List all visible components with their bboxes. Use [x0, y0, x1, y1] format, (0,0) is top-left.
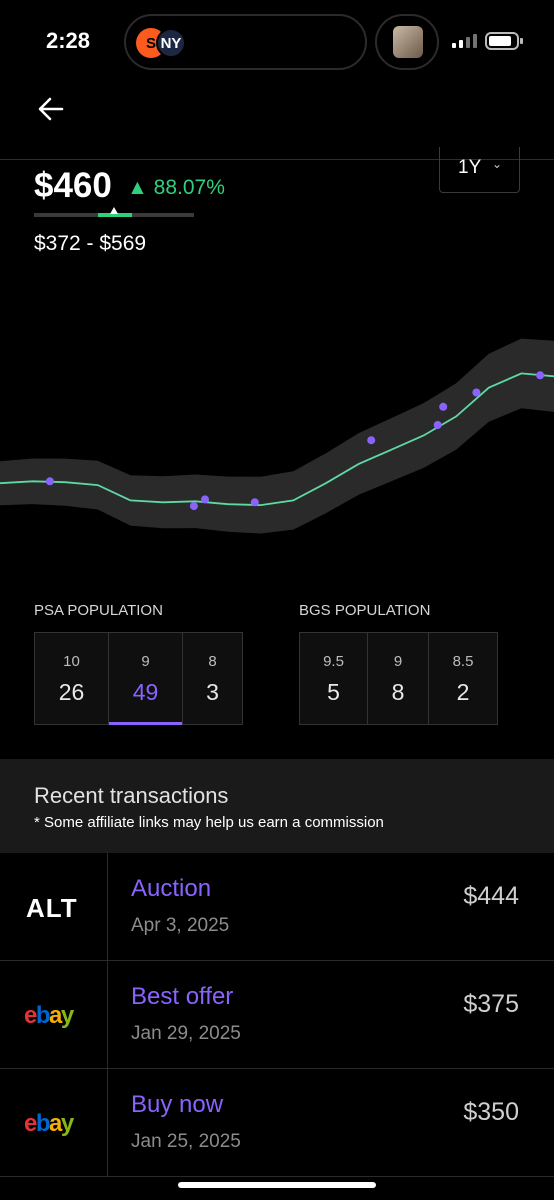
sale-point[interactable]: [367, 436, 376, 445]
price-range-bar: [34, 213, 194, 217]
yankees-logo-icon: NY: [156, 28, 186, 58]
psa-population-grid: 10 26 9 49 8 3: [34, 632, 243, 725]
price-chart[interactable]: [0, 280, 554, 580]
sale-point[interactable]: [472, 388, 481, 397]
current-price: $460: [34, 166, 112, 205]
sale-point[interactable]: [433, 421, 442, 429]
confidence-band: [0, 338, 554, 534]
source-logo-cell: ebay: [0, 961, 108, 1069]
transaction-price: $444: [463, 882, 519, 910]
affiliate-note: * Some affiliate links may help us earn …: [34, 814, 384, 831]
transaction-price: $350: [463, 1098, 519, 1126]
transaction-price: $375: [463, 990, 519, 1018]
grade-label: 9: [393, 653, 403, 670]
transaction-date: Jan 29, 2025: [131, 1023, 241, 1044]
grade-count: 8: [391, 679, 405, 705]
ebay-logo: ebay: [24, 1002, 74, 1029]
transaction-type[interactable]: Buy now: [131, 1091, 224, 1118]
psa-cell-9[interactable]: 9 49: [109, 633, 183, 725]
grade-count: 49: [132, 679, 159, 705]
home-indicator: [178, 1182, 376, 1188]
chevron-down-icon: ⌄: [492, 157, 503, 171]
grade-count: 3: [206, 679, 219, 705]
bgs-cell-8-5[interactable]: 8.5 2: [429, 633, 497, 724]
psa-population-title: PSA POPULATION: [34, 602, 163, 619]
up-arrow-icon: ▲: [127, 176, 148, 199]
grade-label: 10: [63, 653, 80, 670]
grade-label: 8: [208, 653, 217, 670]
ebay-logo: ebay: [24, 1110, 74, 1137]
transaction-row[interactable]: ALT Auction Apr 3, 2025 $444: [0, 853, 554, 961]
signal-icon: [452, 34, 478, 48]
status-time: 2:28: [46, 28, 91, 53]
grade-label: 9: [141, 653, 150, 670]
transaction-row[interactable]: ebay Best offer Jan 29, 2025 $375: [0, 961, 554, 1069]
source-logo-cell: ebay: [0, 1069, 108, 1177]
bgs-population-grid: 9.5 5 9 8 8.5 2: [299, 632, 498, 725]
price-range: $372 - $569: [34, 232, 147, 255]
alt-logo: ALT: [26, 893, 78, 923]
transactions-header: Recent transactions * Some affiliate lin…: [0, 759, 554, 853]
sale-point[interactable]: [536, 371, 545, 380]
psa-cell-10[interactable]: 10 26: [35, 633, 109, 724]
source-logo-cell: ALT: [0, 853, 108, 961]
change-percent: 88.07%: [153, 176, 225, 199]
sale-point[interactable]: [201, 495, 209, 504]
header-divider: [0, 159, 554, 160]
transaction-row[interactable]: ebay Buy now Jan 25, 2025 $350: [0, 1069, 554, 1177]
bgs-cell-9[interactable]: 9 8: [368, 633, 429, 724]
sale-point[interactable]: [189, 502, 198, 511]
psa-cell-8[interactable]: 8 3: [183, 633, 242, 724]
transactions-title: Recent transactions: [34, 783, 229, 808]
transaction-date: Apr 3, 2025: [131, 915, 230, 936]
grade-label: 8.5: [452, 653, 474, 670]
period-label: 1Y: [458, 157, 482, 178]
transaction-date: Jan 25, 2025: [131, 1131, 241, 1152]
sale-point[interactable]: [250, 498, 259, 507]
facetime-pip[interactable]: [375, 14, 439, 70]
avatar: [393, 26, 423, 58]
grade-label: 9.5: [323, 653, 344, 670]
sale-point[interactable]: [45, 477, 54, 486]
arrow-left-icon[interactable]: [34, 92, 68, 126]
transaction-type[interactable]: Auction: [131, 875, 212, 902]
sale-point[interactable]: [439, 402, 448, 411]
grade-count: 2: [456, 679, 470, 705]
period-selector[interactable]: 1Y ⌄: [439, 147, 520, 193]
price-line: [0, 372, 554, 507]
grade-count: 5: [327, 679, 340, 705]
battery-icon: [485, 32, 523, 50]
grade-count: 26: [58, 679, 85, 705]
bgs-population-title: BGS POPULATION: [299, 602, 431, 619]
price-change: ▲ 88.07%: [127, 176, 225, 200]
bgs-cell-9-5[interactable]: 9.5 5: [300, 633, 368, 724]
dynamic-island[interactable]: S NY: [124, 14, 367, 70]
range-marker-icon: [110, 207, 118, 214]
transaction-type[interactable]: Best offer: [131, 983, 234, 1010]
